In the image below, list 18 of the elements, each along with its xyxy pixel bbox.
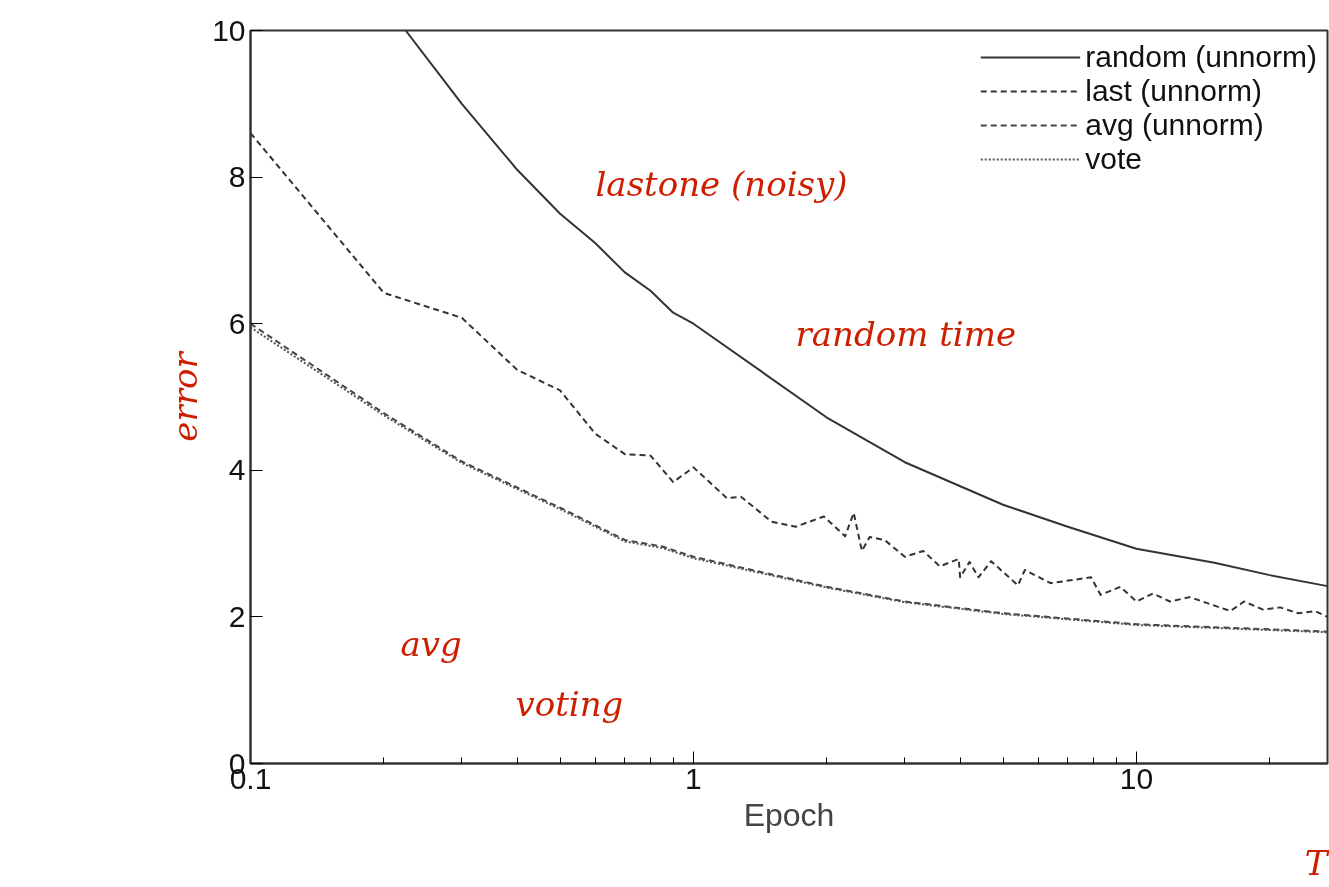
legend-label: avg (unnorm) — [1085, 108, 1264, 142]
y-tick-label: 8 — [228, 160, 246, 194]
y-tick-label: 10 — [212, 13, 246, 47]
annotation: avg — [400, 623, 462, 664]
x-tick-label: 10 — [1119, 761, 1154, 795]
legend-label: last (unnorm) — [1085, 74, 1262, 108]
x-tick-label: 1 — [685, 761, 702, 795]
y-tick-label: 4 — [228, 453, 246, 487]
legend-label: vote — [1085, 142, 1142, 176]
legend-label: random (unnorm) — [1085, 40, 1317, 74]
text: T — [1304, 842, 1329, 883]
y-tick-label: 6 — [228, 306, 246, 340]
text: error — [164, 350, 205, 442]
annotation: lastone (noisy) — [595, 163, 848, 204]
y-tick-label: 2 — [228, 599, 246, 633]
annotation: voting — [515, 683, 624, 724]
annotation: random time — [795, 313, 1017, 354]
x-axis-title: Epoch — [743, 796, 835, 833]
